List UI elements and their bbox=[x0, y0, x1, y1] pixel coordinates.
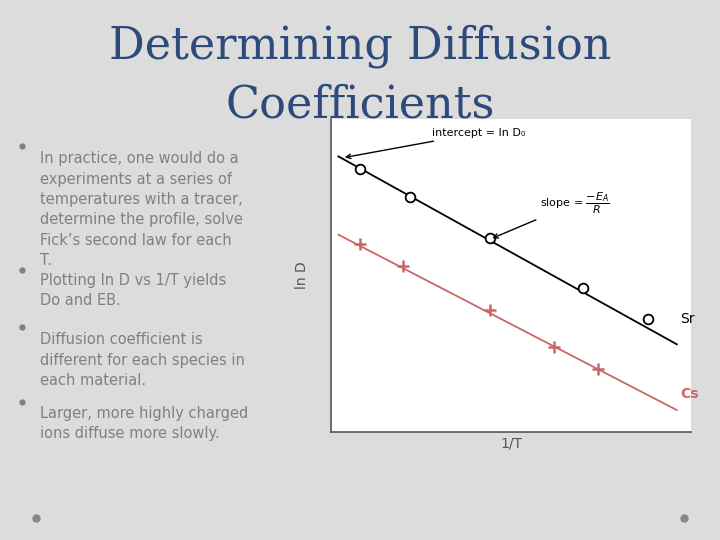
Text: Cs: Cs bbox=[680, 387, 699, 401]
Text: Diffusion coefficient is
different for each species in
each material.: Diffusion coefficient is different for e… bbox=[40, 332, 245, 388]
Text: Plotting ln D vs 1/T yields
Do and EB.: Plotting ln D vs 1/T yields Do and EB. bbox=[40, 273, 226, 308]
Text: Determining Diffusion: Determining Diffusion bbox=[109, 24, 611, 68]
Text: In practice, one would do a
experiments at a series of
temperatures with a trace: In practice, one would do a experiments … bbox=[40, 151, 243, 268]
Text: slope = $\dfrac{-E_A}{R}$: slope = $\dfrac{-E_A}{R}$ bbox=[494, 191, 610, 238]
Text: ln D: ln D bbox=[295, 261, 310, 289]
Text: Sr: Sr bbox=[680, 312, 695, 326]
X-axis label: 1/T: 1/T bbox=[500, 436, 522, 450]
Text: intercept = ln D₀: intercept = ln D₀ bbox=[346, 128, 526, 159]
Text: Coefficients: Coefficients bbox=[225, 84, 495, 127]
Text: Larger, more highly charged
ions diffuse more slowly.: Larger, more highly charged ions diffuse… bbox=[40, 406, 248, 442]
